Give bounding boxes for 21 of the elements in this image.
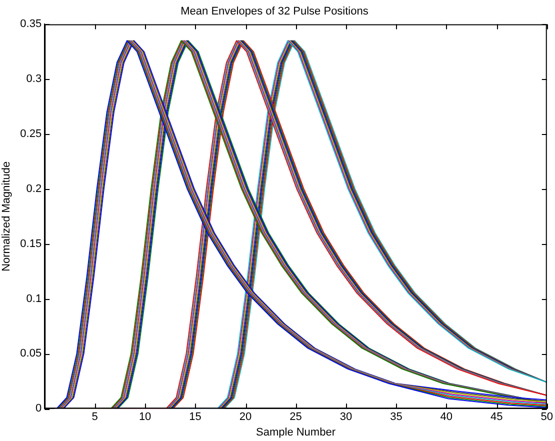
x-tick-label: 50 bbox=[540, 411, 554, 424]
x-axis-title: Sample Number bbox=[256, 426, 336, 438]
chart-title: Mean Envelopes of 32 Pulse Positions bbox=[180, 6, 369, 18]
x-tick-label: 5 bbox=[92, 411, 98, 424]
y-tick-label: 0.35 bbox=[20, 18, 42, 30]
x-tick-label: 25 bbox=[290, 411, 302, 424]
x-tick-label: 15 bbox=[189, 411, 202, 424]
x-tick-label: 35 bbox=[390, 411, 402, 424]
x-tick-label: 40 bbox=[440, 411, 453, 424]
x-tick-label: 10 bbox=[138, 411, 152, 424]
y-tick-label: 0.15 bbox=[20, 238, 42, 250]
x-tick-label: 20 bbox=[239, 411, 252, 424]
x-tick-label: 30 bbox=[340, 411, 352, 424]
y-axis-title: Normalized Magnitude bbox=[0, 161, 13, 272]
x-tick-label: 45 bbox=[490, 411, 503, 424]
y-tick-label: 0.25 bbox=[20, 128, 42, 140]
y-tick-label: 0.3 bbox=[26, 73, 42, 86]
y-tick-label: 0.2 bbox=[26, 182, 42, 195]
y-tick-label: 0.1 bbox=[26, 292, 42, 305]
y-tick-label: 0 bbox=[35, 402, 42, 415]
y-tick-label: 0.05 bbox=[20, 348, 42, 360]
